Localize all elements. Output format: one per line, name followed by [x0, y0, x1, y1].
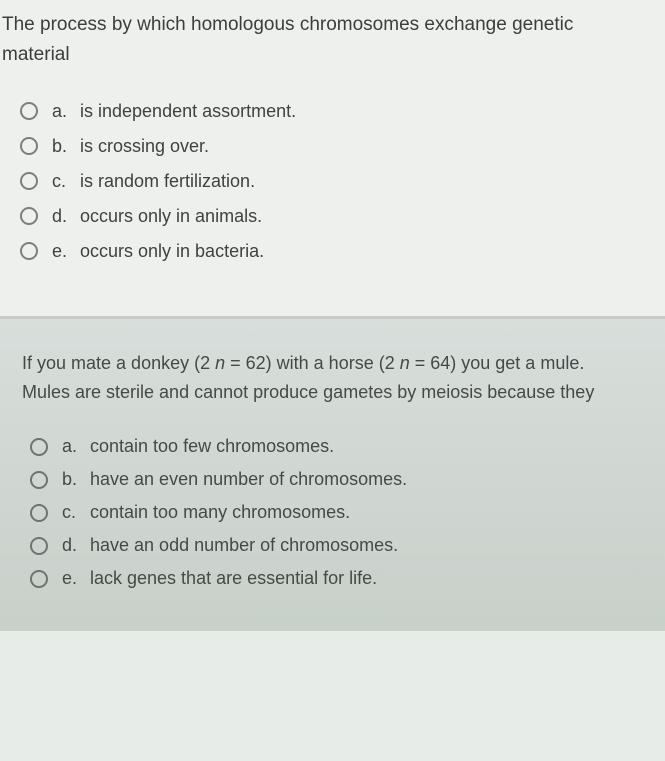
- q2-text-n: n: [400, 353, 410, 373]
- q2-text-part: = 62) with a horse (2: [225, 353, 400, 373]
- option-text: contain too few chromosomes.: [90, 436, 645, 457]
- radio-icon[interactable]: [30, 438, 48, 456]
- option-text: lack genes that are essential for life.: [90, 568, 645, 589]
- option-text: is crossing over.: [80, 136, 645, 157]
- question-2-block: If you mate a donkey (2 n = 62) with a h…: [0, 319, 665, 632]
- question-1-text: The process by which homologous chromoso…: [0, 10, 645, 71]
- radio-icon[interactable]: [30, 537, 48, 555]
- radio-icon[interactable]: [20, 137, 38, 155]
- option-text: is random fertilization.: [80, 171, 645, 192]
- question-1-block: The process by which homologous chromoso…: [0, 0, 665, 319]
- radio-icon[interactable]: [20, 102, 38, 120]
- radio-icon[interactable]: [20, 242, 38, 260]
- option-letter: d.: [52, 206, 76, 227]
- question-2-options: a. contain too few chromosomes. b. have …: [20, 436, 645, 589]
- radio-icon[interactable]: [20, 172, 38, 190]
- option-text: is independent assortment.: [80, 101, 645, 122]
- option-letter: b.: [62, 469, 86, 490]
- option-row[interactable]: e. occurs only in bacteria.: [20, 241, 645, 262]
- option-letter: a.: [52, 101, 76, 122]
- option-row[interactable]: a. is independent assortment.: [20, 101, 645, 122]
- q2-text-n: n: [215, 353, 225, 373]
- option-text: occurs only in animals.: [80, 206, 645, 227]
- question-1-options: a. is independent assortment. b. is cros…: [0, 101, 645, 262]
- option-row[interactable]: e. lack genes that are essential for lif…: [30, 568, 645, 589]
- option-row[interactable]: c. contain too many chromosomes.: [30, 502, 645, 523]
- radio-icon[interactable]: [30, 570, 48, 588]
- radio-icon[interactable]: [20, 207, 38, 225]
- option-row[interactable]: c. is random fertilization.: [20, 171, 645, 192]
- option-text: have an even number of chromosomes.: [90, 469, 645, 490]
- option-text: occurs only in bacteria.: [80, 241, 645, 262]
- radio-icon[interactable]: [30, 504, 48, 522]
- option-letter: d.: [62, 535, 86, 556]
- option-row[interactable]: b. have an even number of chromosomes.: [30, 469, 645, 490]
- option-text: have an odd number of chromosomes.: [90, 535, 645, 556]
- q2-text-part: If you mate a donkey (2: [22, 353, 215, 373]
- option-letter: e.: [62, 568, 86, 589]
- radio-icon[interactable]: [30, 471, 48, 489]
- option-text: contain too many chromosomes.: [90, 502, 645, 523]
- option-letter: e.: [52, 241, 76, 262]
- option-letter: a.: [62, 436, 86, 457]
- question-2-text: If you mate a donkey (2 n = 62) with a h…: [20, 349, 645, 407]
- option-row[interactable]: b. is crossing over.: [20, 136, 645, 157]
- option-row[interactable]: d. have an odd number of chromosomes.: [30, 535, 645, 556]
- option-row[interactable]: d. occurs only in animals.: [20, 206, 645, 227]
- option-row[interactable]: a. contain too few chromosomes.: [30, 436, 645, 457]
- option-letter: c.: [52, 171, 76, 192]
- option-letter: c.: [62, 502, 86, 523]
- option-letter: b.: [52, 136, 76, 157]
